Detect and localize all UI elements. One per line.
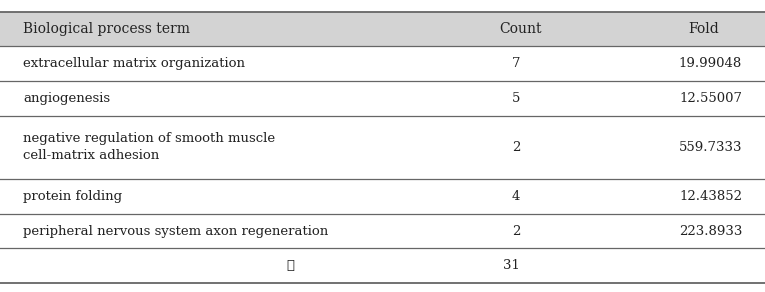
Text: 2: 2 (512, 141, 520, 154)
Text: Biological process term: Biological process term (23, 22, 190, 36)
Text: 중: 중 (287, 259, 295, 272)
Text: 12.43852: 12.43852 (679, 190, 742, 203)
Text: 4: 4 (512, 190, 520, 203)
Text: peripheral nervous system axon regeneration: peripheral nervous system axon regenerat… (23, 225, 328, 237)
Text: 2: 2 (512, 225, 520, 237)
Text: 19.99048: 19.99048 (679, 58, 742, 70)
Text: extracellular matrix organization: extracellular matrix organization (23, 58, 245, 70)
Text: Fold: Fold (688, 22, 719, 36)
Text: 559.7333: 559.7333 (679, 141, 742, 154)
Text: Count: Count (499, 22, 542, 36)
Text: angiogenesis: angiogenesis (23, 92, 110, 105)
Text: 5: 5 (512, 92, 520, 105)
Text: 7: 7 (512, 58, 520, 70)
Text: 223.8933: 223.8933 (679, 225, 742, 237)
Text: 12.55007: 12.55007 (679, 92, 742, 105)
FancyBboxPatch shape (0, 12, 765, 46)
Text: negative regulation of smooth muscle
cell-matrix adhesion: negative regulation of smooth muscle cel… (23, 133, 275, 162)
Text: 31: 31 (503, 259, 520, 272)
Text: protein folding: protein folding (23, 190, 122, 203)
